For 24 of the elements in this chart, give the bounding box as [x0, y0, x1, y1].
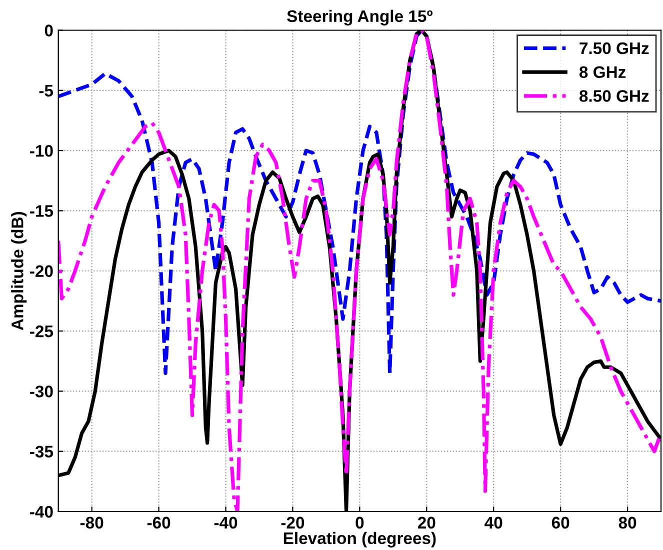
y-axis-title: Amplitude (dB): [11, 212, 27, 330]
x-tick-label: 40: [484, 516, 502, 529]
x-tick-label: 60: [552, 516, 570, 529]
y-tick-label: 0: [44, 24, 53, 36]
x-tick-label: 20: [418, 516, 436, 529]
x-axis-title: Elevation (degrees): [284, 532, 436, 548]
x-tick-label: 0: [356, 516, 364, 529]
x-tick-label: 80: [618, 516, 636, 529]
x-tick-label: -40: [214, 516, 238, 529]
x-tick-label: -80: [80, 516, 104, 529]
legend-label: 8 GHz: [579, 66, 626, 78]
y-tick-label: -30: [30, 386, 53, 398]
y-tick-label: -25: [30, 325, 54, 338]
x-tick-label: -60: [147, 516, 170, 529]
y-tick-label: -5: [39, 84, 54, 97]
chart-title: Steering Angle 15º: [287, 10, 433, 26]
y-tick-label: -10: [30, 144, 53, 157]
legend-label: 7.50 GHz: [580, 42, 649, 54]
x-tick-label: -20: [281, 516, 304, 529]
y-tick-label: -20: [30, 265, 53, 278]
y-tick-label: -40: [30, 506, 53, 518]
y-tick-label: -35: [30, 446, 54, 458]
legend-label: 8.50 GHz: [579, 90, 649, 102]
y-tick-label: -15: [30, 205, 54, 217]
